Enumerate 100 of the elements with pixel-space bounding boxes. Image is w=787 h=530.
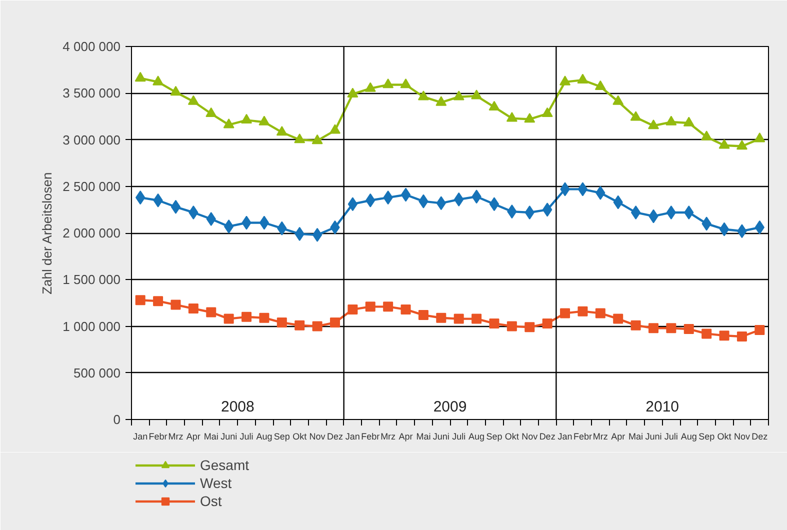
point	[312, 134, 323, 144]
x-tick-label: Okt	[292, 432, 308, 442]
annotation: 2010	[646, 398, 680, 416]
point	[736, 332, 747, 342]
point	[578, 306, 588, 316]
point	[418, 310, 428, 320]
x-tick-label: Sep	[486, 432, 502, 442]
x-tick-label: Aug	[256, 432, 272, 442]
point	[223, 118, 234, 128]
point	[506, 112, 518, 122]
point	[348, 197, 358, 212]
point	[754, 324, 765, 335]
point	[453, 90, 464, 100]
x-tick-label: Dez	[326, 432, 344, 442]
point	[612, 95, 624, 105]
point	[578, 182, 588, 196]
point	[436, 312, 446, 323]
annotation: 2009	[433, 398, 467, 416]
point	[666, 205, 676, 220]
y-tick-label: 2 000 000	[62, 226, 121, 240]
point	[577, 74, 588, 84]
point	[330, 318, 340, 328]
x-tick-label: Juni	[220, 432, 238, 442]
point	[524, 112, 536, 123]
point	[542, 107, 553, 118]
point	[560, 308, 570, 318]
point	[630, 111, 642, 121]
point	[400, 78, 412, 88]
x-tick-label: Dez	[539, 432, 556, 442]
point	[276, 126, 288, 136]
x-tick-label: Juni	[645, 432, 662, 442]
x-tick-label: Juli	[240, 432, 254, 442]
point	[383, 302, 394, 312]
point	[276, 318, 287, 328]
point	[542, 318, 552, 328]
x-tick-label: Nov	[309, 432, 326, 442]
x-tick-label: Dez	[752, 432, 768, 442]
point	[524, 322, 535, 332]
point	[436, 96, 447, 106]
x-tick-label: Apr	[611, 432, 626, 442]
x-tick-label: Sep	[698, 432, 715, 442]
point	[489, 197, 500, 212]
x-tick-label: Mrz	[168, 432, 184, 442]
x-tick-label: Juni	[432, 432, 450, 442]
point	[701, 130, 712, 140]
point	[364, 82, 376, 92]
y-tick-label: 3 500 000	[62, 86, 121, 101]
x-tick-label: Okt	[504, 432, 520, 442]
point	[348, 304, 358, 314]
point	[666, 116, 677, 126]
point	[329, 124, 340, 134]
point	[702, 328, 712, 339]
point	[684, 324, 694, 334]
point	[312, 321, 322, 332]
point	[560, 76, 571, 86]
point	[630, 205, 641, 220]
point	[489, 318, 500, 328]
y-tick-label: 3 000 000	[62, 132, 121, 148]
y-tick-label: 1 000 000	[62, 318, 121, 334]
legend-label: Ost	[200, 492, 222, 510]
y-axis-title: Zahl der Arbeitslosen	[40, 172, 55, 294]
x-tick-label: Febr	[148, 432, 168, 442]
x-tick-label: Nov	[522, 432, 538, 442]
x-tick-label: Febr	[573, 432, 592, 442]
point	[365, 302, 376, 312]
x-tick-label: Okt	[717, 432, 732, 442]
point	[188, 304, 198, 314]
point	[153, 296, 164, 306]
annotation: 2008	[220, 398, 254, 416]
legend-label: West	[200, 474, 232, 492]
point	[418, 90, 429, 100]
point	[206, 107, 217, 118]
y-tick-label: 4 000 000	[62, 39, 121, 54]
x-tick-label: Mai	[416, 432, 431, 442]
x-tick-label: Mai	[628, 432, 644, 442]
point	[736, 140, 748, 150]
point	[630, 320, 641, 330]
point	[347, 88, 358, 98]
point	[648, 119, 659, 130]
point	[152, 76, 164, 86]
point	[170, 300, 181, 310]
x-tick-label: Jan	[558, 432, 572, 442]
x-tick-label: Juli	[452, 432, 466, 442]
point	[594, 80, 606, 90]
point	[259, 312, 270, 323]
point	[488, 100, 500, 110]
point	[242, 312, 252, 322]
legend-label: Gesamt	[200, 456, 250, 474]
point	[294, 320, 305, 330]
point	[224, 219, 234, 234]
point	[170, 86, 182, 96]
point	[382, 78, 394, 88]
point	[206, 307, 216, 318]
point	[471, 90, 482, 100]
y-tick-label: 2 500 000	[62, 178, 121, 194]
point	[472, 314, 482, 324]
x-tick-label: Apr	[186, 432, 200, 442]
x-tick-label: Febr	[361, 432, 380, 442]
x-tick-label: Mrz	[592, 432, 608, 442]
x-tick-label: Juli	[664, 432, 678, 442]
